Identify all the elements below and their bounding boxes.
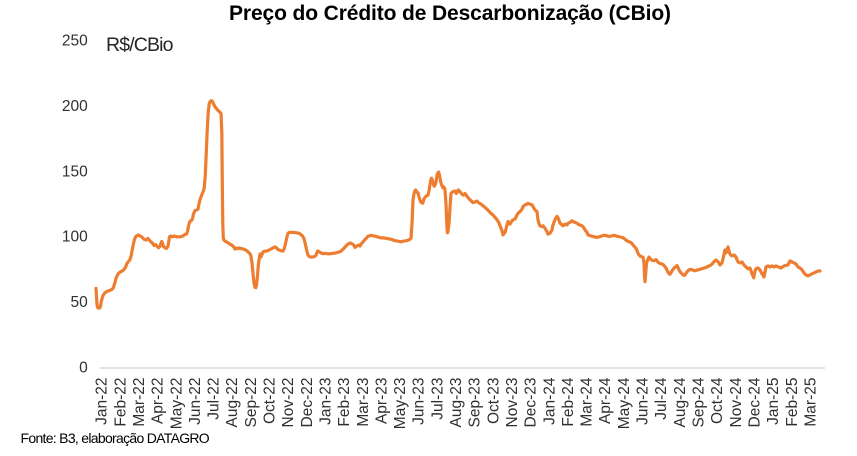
svg-text:Feb-22: Feb-22	[112, 378, 129, 427]
svg-text:50: 50	[71, 294, 89, 311]
svg-text:Jun-23: Jun-23	[411, 378, 428, 425]
svg-text:0: 0	[79, 360, 88, 377]
svg-text:May-22: May-22	[168, 378, 185, 430]
svg-text:Mar-22: Mar-22	[131, 378, 148, 427]
svg-text:100: 100	[62, 229, 88, 246]
svg-text:150: 150	[62, 163, 88, 180]
svg-text:May-24: May-24	[616, 377, 633, 429]
svg-text:Aug-22: Aug-22	[224, 378, 241, 428]
svg-text:Apr-23: Apr-23	[373, 378, 390, 425]
svg-text:Mar-23: Mar-23	[355, 378, 372, 427]
svg-text:200: 200	[62, 98, 88, 115]
svg-text:Jul-23: Jul-23	[429, 378, 446, 420]
svg-text:Jun-24: Jun-24	[635, 377, 652, 425]
svg-text:Aug-24: Aug-24	[672, 377, 689, 427]
svg-text:Dec-23: Dec-23	[523, 378, 540, 428]
svg-text:Jan-22: Jan-22	[94, 378, 111, 425]
svg-text:Feb-24: Feb-24	[560, 377, 577, 426]
svg-text:Sep-24: Sep-24	[691, 377, 708, 427]
svg-text:Sep-23: Sep-23	[467, 378, 484, 428]
svg-text:Sep-22: Sep-22	[243, 378, 260, 428]
svg-text:Apr-22: Apr-22	[150, 378, 167, 425]
svg-text:Jan-24: Jan-24	[541, 377, 558, 425]
svg-text:Fonte: B3, elaboração DATAGRO: Fonte: B3, elaboração DATAGRO	[21, 430, 210, 446]
svg-text:Jan-25: Jan-25	[765, 378, 782, 425]
svg-text:Nov-23: Nov-23	[504, 378, 521, 428]
svg-text:Aug-23: Aug-23	[448, 378, 465, 428]
svg-text:Jun-22: Jun-22	[187, 378, 204, 425]
svg-text:Oct-24: Oct-24	[709, 377, 726, 424]
svg-text:Nov-22: Nov-22	[280, 378, 297, 428]
svg-text:Mar-24: Mar-24	[579, 377, 596, 426]
svg-text:Dec-24: Dec-24	[747, 377, 764, 427]
svg-text:Oct-22: Oct-22	[262, 378, 279, 425]
svg-text:Nov-24: Nov-24	[728, 377, 745, 427]
svg-text:250: 250	[62, 33, 88, 50]
svg-text:Dec-22: Dec-22	[299, 378, 316, 428]
svg-text:Feb-23: Feb-23	[336, 378, 353, 427]
svg-text:Oct-23: Oct-23	[485, 378, 502, 425]
svg-text:Preço do Crédito de Descarboni: Preço do Crédito de Descarbonização (CBi…	[229, 2, 671, 25]
svg-text:Feb-25: Feb-25	[784, 378, 801, 427]
svg-text:Jul-24: Jul-24	[653, 377, 670, 420]
svg-text:Jan-23: Jan-23	[318, 378, 335, 425]
svg-text:May-23: May-23	[392, 378, 409, 430]
svg-text:Jul-22: Jul-22	[206, 378, 223, 420]
svg-text:Mar-25: Mar-25	[802, 378, 819, 427]
svg-text:R$/CBio: R$/CBio	[106, 34, 174, 56]
svg-text:Apr-24: Apr-24	[597, 377, 614, 424]
